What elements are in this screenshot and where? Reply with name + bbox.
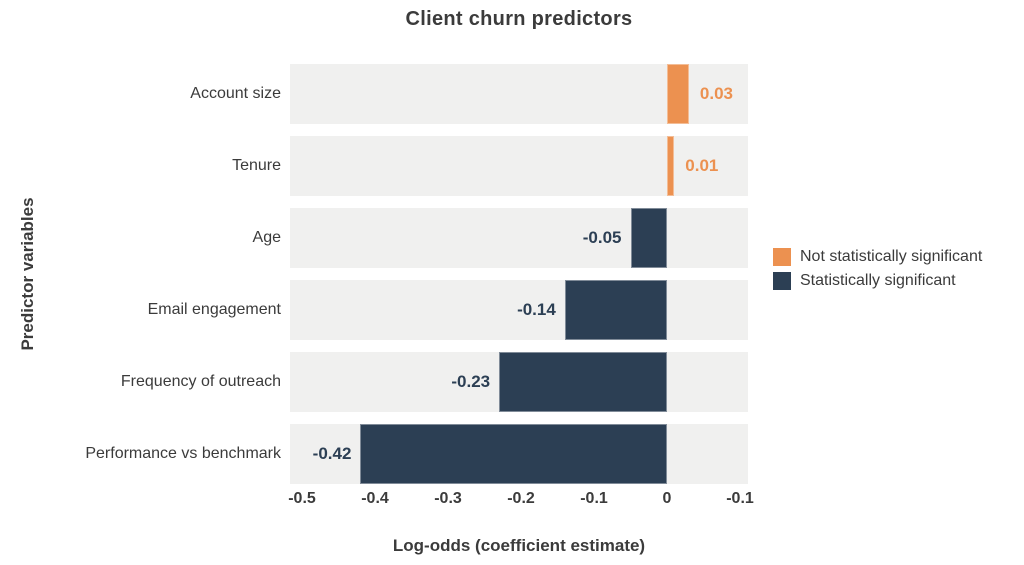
bar-tenure	[667, 136, 675, 196]
x-tick--0.2: -0.2	[507, 490, 535, 507]
legend: Not statistically significant Statistica…	[773, 248, 982, 296]
row-band: -0.23	[290, 352, 748, 412]
row-band: -0.42	[290, 424, 748, 484]
bar-value-label: -0.14	[517, 300, 556, 319]
row-band: 0.03	[290, 64, 748, 124]
legend-item-significant: Statistically significant	[773, 272, 982, 290]
category-label-tenure: Tenure	[232, 157, 281, 174]
bar-value-label: -0.42	[312, 444, 352, 463]
bar-email-engagement	[564, 280, 667, 340]
x-tick--0.5: -0.5	[288, 490, 316, 507]
bar-performance-vs-benchmark	[360, 424, 667, 484]
row-band: -0.14	[290, 280, 748, 340]
row-band: -0.05	[290, 208, 748, 268]
category-label-age: Age	[252, 229, 281, 246]
legend-label-significant: Statistically significant	[800, 272, 956, 289]
category-label-account-size: Account size	[190, 85, 281, 102]
bar-frequency-of-outreach	[499, 352, 667, 412]
chart-title: Client churn predictors	[405, 8, 633, 30]
x-tick--0.1: -0.1	[726, 490, 754, 507]
bar-value-label: -0.23	[451, 372, 491, 391]
x-tick--0.4: -0.4	[361, 490, 389, 507]
bar-value-label: -0.05	[582, 228, 622, 247]
x-tick--0.3: -0.3	[434, 490, 462, 507]
plot-area: 0.03 0.01 -0.05 -0.14 -0.23 -0.42	[290, 64, 748, 484]
bar-account-size	[667, 64, 689, 124]
legend-swatch-not-significant-icon	[773, 248, 791, 266]
legend-label-not-significant: Not statistically significant	[800, 248, 983, 265]
category-label-email-engagement: Email engagement	[147, 301, 281, 318]
category-label-performance-vs-benchmark: Performance vs benchmark	[85, 445, 281, 462]
legend-swatch-significant-icon	[773, 272, 791, 290]
x-tick-0: 0	[662, 490, 672, 507]
legend-item-not-significant: Not statistically significant	[773, 248, 982, 266]
category-label-frequency-of-outreach: Frequency of outreach	[120, 373, 281, 390]
bar-value-label: 0.01	[685, 156, 719, 175]
row-band: 0.01	[290, 136, 748, 196]
x-tick--0.1: -0.1	[580, 490, 608, 507]
x-axis-title: Log-odds (coefficient estimate)	[392, 536, 646, 555]
bar-value-label: 0.03	[699, 84, 733, 103]
bar-age	[630, 208, 667, 268]
category-labels: Account size Tenure Age Email engagement Fre…	[0, 64, 281, 484]
